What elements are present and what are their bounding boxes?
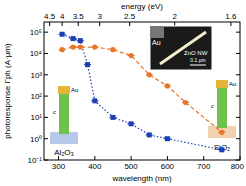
material-label: SiO₂ — [214, 143, 230, 152]
data-point — [70, 44, 75, 49]
data-point — [165, 83, 170, 88]
au-cap — [58, 86, 70, 94]
x-tick-label: 300 — [52, 162, 66, 171]
x-axis-label: wavelength (nm) — [111, 174, 171, 183]
x2-tick-label: 3.5 — [73, 12, 85, 21]
y-tick — [236, 96, 240, 97]
data-point — [92, 44, 97, 49]
y-tick-label: 10⁵ — [30, 28, 42, 37]
y-tick-label: 10³ — [30, 71, 42, 80]
x2-tick — [78, 22, 79, 26]
y-tick — [236, 138, 240, 139]
data-point — [183, 100, 188, 105]
x-tick — [167, 156, 168, 160]
data-point — [165, 136, 170, 141]
y-axis-label: photoresponse Γph (A·µm) — [3, 43, 12, 139]
data-point — [219, 130, 224, 135]
y-tick — [44, 74, 48, 75]
nanowire-cartoon — [59, 92, 69, 134]
x-tick-label: 400 — [88, 162, 102, 171]
y-tick-label: 10¹ — [30, 113, 42, 122]
series-line — [62, 34, 222, 150]
y-tick — [236, 74, 240, 75]
x2-tick-label: 2 — [172, 12, 177, 21]
x2-tick — [99, 22, 100, 26]
y-tick-label: 10² — [30, 92, 42, 101]
cartoon-c: c — [211, 103, 214, 109]
chart: 10⁻¹ 10⁰ 10¹ 10² 10³ 10⁴ 10⁵ 300 400 500 600 700 800… — [0, 0, 246, 186]
y-tick — [44, 53, 48, 54]
data-point — [78, 44, 83, 49]
x-tick — [240, 156, 241, 160]
x2-tick-label: 4 — [60, 12, 65, 21]
x-tick-label: 800 — [231, 162, 245, 171]
y-tick — [236, 32, 240, 33]
cartoon-au: Au — [71, 87, 78, 93]
x2-tick — [49, 22, 50, 26]
plot-frame — [44, 22, 240, 160]
x2-tick — [230, 22, 231, 26]
y-tick — [44, 138, 48, 139]
data-point — [219, 147, 224, 152]
x-tick-label: 600 — [161, 162, 175, 171]
x-tick — [203, 156, 204, 160]
y-tick-label: 10⁴ — [30, 49, 43, 58]
y-tick-label: 10⁰ — [30, 135, 42, 144]
data-point — [110, 115, 115, 120]
data-point — [85, 62, 90, 67]
device-cartoon: Au c SiO₂ — [208, 80, 236, 152]
x2-tick — [62, 22, 63, 26]
y-tick-label: 10⁻¹ — [27, 156, 42, 165]
data-point — [110, 47, 115, 52]
x2-tick-label: 2.5 — [124, 12, 136, 21]
au-cap — [216, 80, 228, 88]
y-tick — [236, 53, 240, 54]
material-label: Al₂O₃ — [54, 148, 74, 157]
scale-bar — [190, 65, 206, 66]
data-point — [60, 47, 65, 52]
x2-axis-label: energy (eV) — [121, 2, 163, 11]
data-point — [147, 72, 152, 77]
au-label: Au — [152, 39, 161, 46]
au-pad — [150, 26, 164, 38]
y-tick — [236, 117, 240, 118]
scale-label: 0.1 µm — [190, 57, 205, 63]
data-point — [92, 98, 97, 103]
x-tick-label: 700 — [197, 162, 211, 171]
y-tick — [44, 117, 48, 118]
zno-label: ZnO NW — [184, 50, 208, 56]
y-tick — [44, 160, 48, 161]
cartoon-c: c — [53, 109, 56, 115]
data-group — [59, 32, 226, 153]
data-point — [147, 132, 152, 137]
device-cartoon: Au c Al₂O₃ — [50, 86, 78, 157]
x-tick-label: 500 — [124, 162, 138, 171]
sem-image — [150, 26, 212, 70]
data-point — [129, 53, 134, 58]
y-tick — [236, 160, 240, 161]
data-point — [78, 38, 83, 43]
x2-tick-label: 3 — [97, 12, 102, 21]
nanowire-cartoon — [217, 86, 227, 128]
nanowire — [160, 32, 206, 64]
data-point — [71, 36, 76, 41]
x2-tick — [129, 22, 130, 26]
data-point — [60, 32, 65, 37]
y-tick — [44, 32, 48, 33]
cartoon-au: Au — [229, 81, 236, 87]
x2-tick — [174, 22, 175, 26]
y-tick — [44, 96, 48, 97]
x-tick — [131, 156, 132, 160]
series-line — [62, 47, 222, 132]
x2-tick-label: 1.6 — [225, 12, 237, 21]
sem-inset: Au ZnO NW0.1 µm — [150, 26, 212, 70]
x2-tick-label: 4.5 — [44, 12, 56, 21]
x-tick — [94, 156, 95, 160]
data-point — [129, 121, 134, 126]
